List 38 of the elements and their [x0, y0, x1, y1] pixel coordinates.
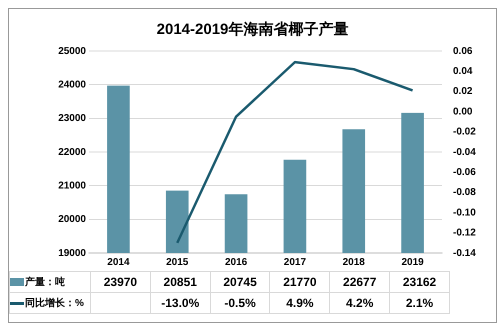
- y-tick-label: 23000: [58, 113, 86, 124]
- data-label: -13.0%: [150, 292, 210, 314]
- y2-tick-label: -0.10: [453, 207, 476, 218]
- y2-tick-label: 0.02: [453, 86, 473, 98]
- legend-label: 产量：吨: [25, 277, 65, 288]
- y2-tick-label: -0.04: [453, 146, 476, 158]
- y-tick-label: 22000: [58, 146, 86, 158]
- x-tick-label: 2015: [166, 256, 189, 268]
- y-tick-label: 19000: [58, 248, 86, 259]
- data-label: 20745: [210, 272, 270, 292]
- y2-tick-label: -0.08: [453, 187, 476, 198]
- data-label: 4.2%: [330, 292, 390, 314]
- data-label: 20851: [150, 272, 210, 292]
- y-tick-label: 25000: [58, 46, 86, 57]
- data-label: 2.1%: [390, 292, 450, 314]
- y-tick-label: 24000: [58, 79, 86, 90]
- y2-tick-label: -0.12: [453, 228, 476, 239]
- x-tick-label: 2017: [284, 256, 306, 268]
- data-label: 23162: [390, 272, 450, 292]
- chart-title: 2014-2019年海南省椰子产量: [156, 21, 348, 38]
- y2-tick-label: -0.02: [453, 126, 476, 138]
- x-tick-label: 2014: [107, 256, 130, 268]
- data-label: 22677: [330, 272, 390, 292]
- y-tick-label: 21000: [58, 180, 86, 192]
- y2-tick-label: -0.06: [453, 166, 476, 178]
- data-label: 23970: [90, 272, 150, 292]
- data-label: 4.9%: [270, 292, 330, 314]
- y2-tick-label: 0.00: [453, 106, 473, 118]
- x-tick-label: 2019: [401, 256, 424, 268]
- data-label: 21770: [270, 272, 330, 292]
- x-tick-label: 2016: [224, 256, 248, 268]
- y2-tick-label: 0.06: [453, 46, 473, 57]
- data-label: -0.5%: [210, 292, 270, 314]
- y2-tick-label: 0.04: [453, 66, 473, 77]
- legend-label: 同比增长：%: [25, 298, 84, 309]
- y-tick-label: 20000: [58, 214, 86, 226]
- x-tick-label: 2018: [342, 256, 366, 268]
- y2-tick-label: -0.14: [453, 248, 476, 259]
